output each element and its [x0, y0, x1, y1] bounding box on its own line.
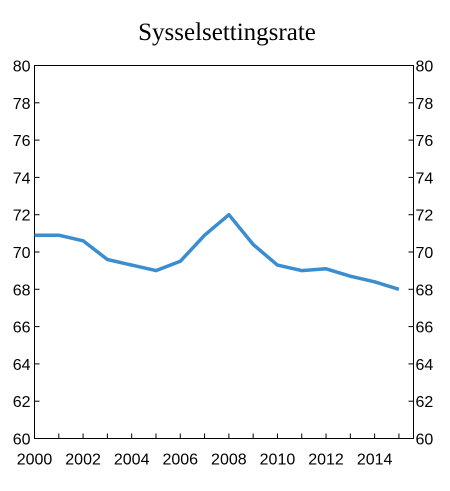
y-tick-label-left: 68: [13, 282, 31, 299]
y-tick-label-left: 62: [13, 394, 31, 411]
x-tick-label: 2010: [260, 452, 296, 469]
y-tick-label-right: 66: [416, 320, 434, 337]
y-tick-label-left: 78: [13, 96, 31, 113]
x-tick-label: 2002: [65, 452, 101, 469]
y-tick-label-right: 70: [416, 245, 434, 262]
x-tick-label: 2000: [17, 452, 53, 469]
series-line: [34, 212, 400, 291]
axis-ticks: [34, 65, 414, 439]
y-tick-label-right: 60: [416, 432, 434, 449]
y-tick-label-right: 76: [416, 133, 434, 150]
y-tick-label-right: 68: [416, 282, 434, 299]
y-tick-label-right: 64: [416, 357, 434, 374]
tick-labels: 60 60 62 62 64 64 66 66 68 68 70 70 72 72 74 74 76 76 78 78…: [13, 59, 434, 469]
y-tick-label-left: 72: [13, 208, 31, 225]
y-tick-label-right: 80: [416, 59, 434, 76]
y-tick-label-right: 74: [416, 170, 434, 187]
y-tick-label-left: 66: [13, 320, 31, 337]
y-tick-label-left: 70: [13, 245, 31, 262]
y-tick-label-left: 60: [13, 432, 31, 449]
y-tick-label-right: 78: [416, 96, 434, 113]
plot-frame: [34, 65, 414, 439]
y-tick-label-left: 74: [13, 170, 31, 187]
x-tick-label: 2008: [211, 452, 247, 469]
y-tick-label-left: 64: [13, 357, 31, 374]
x-tick-label: 2006: [162, 452, 198, 469]
y-tick-label-right: 72: [416, 208, 434, 225]
y-tick-label-right: 62: [416, 394, 434, 411]
x-tick-label: 2014: [357, 452, 393, 469]
x-tick-label: 2004: [114, 452, 150, 469]
y-tick-label-left: 80: [13, 59, 31, 76]
x-tick-label: 2012: [308, 452, 344, 469]
y-tick-label-left: 76: [13, 133, 31, 150]
chart-title: Sysselsettingsrate: [138, 19, 316, 46]
